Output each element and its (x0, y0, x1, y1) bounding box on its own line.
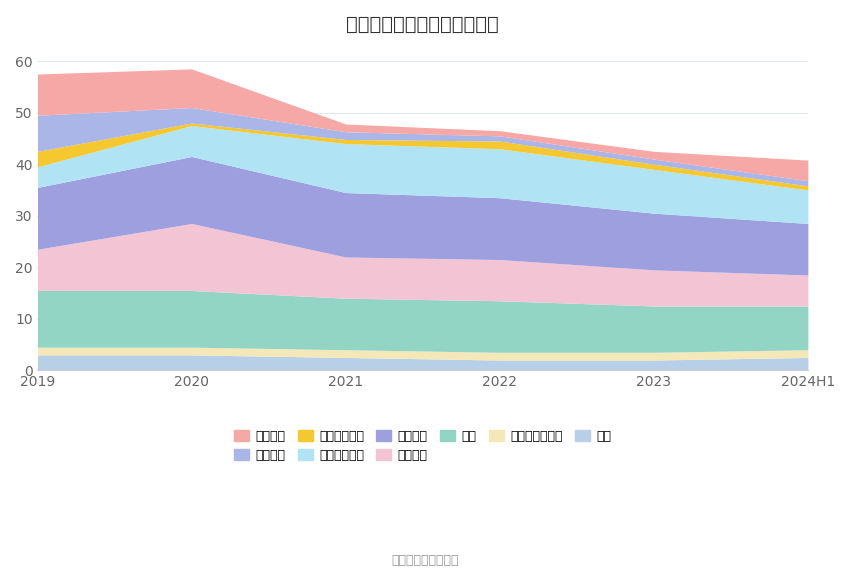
Legend: 货币资金, 应收账款, 长期股权投资, 投资性房地产, 固定资产, 无形资产, 商誉, 递延所得税资产, 其它: 货币资金, 应收账款, 长期股权投资, 投资性房地产, 固定资产, 无形资产, … (229, 424, 616, 467)
Title: 历年主要资产堆积图（亿元）: 历年主要资产堆积图（亿元） (346, 15, 499, 34)
Text: 数据来源：恒生聚源: 数据来源：恒生聚源 (391, 554, 459, 566)
